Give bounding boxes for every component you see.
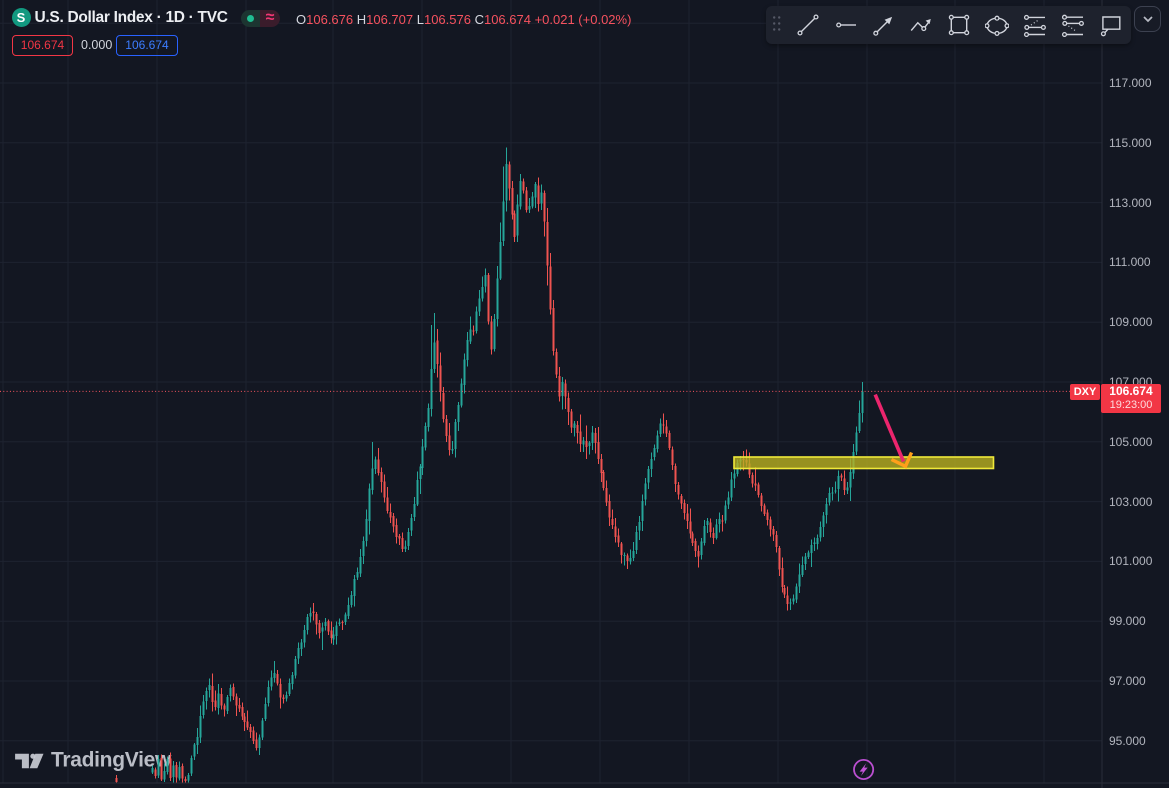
svg-text:TradingView: TradingView bbox=[51, 749, 172, 772]
